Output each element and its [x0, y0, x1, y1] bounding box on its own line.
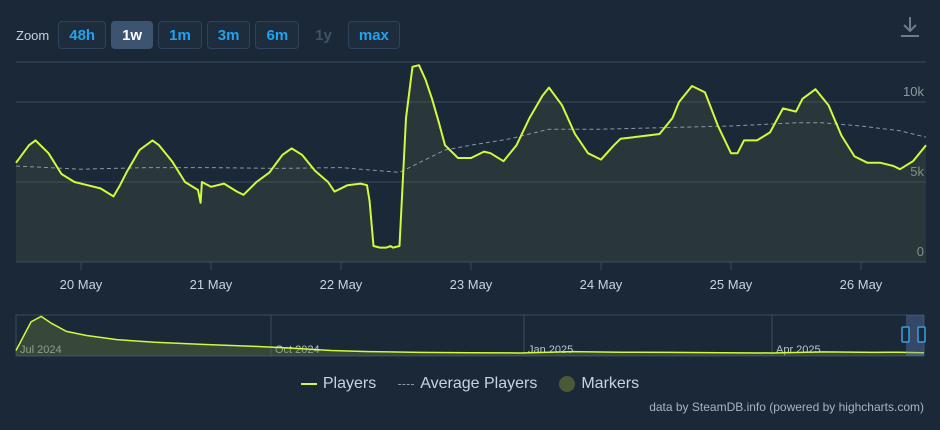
- legend-item-players[interactable]: Players: [300, 375, 377, 393]
- y-tick-label: 5k: [910, 164, 924, 179]
- navigator-handle-right[interactable]: [917, 326, 926, 343]
- navigator-line: [15, 315, 925, 354]
- players-line-swatch: [300, 383, 317, 385]
- average-players-line: [15, 122, 927, 173]
- average-line-swatch: [398, 383, 415, 385]
- legend-markers-label: Markers: [581, 375, 640, 392]
- y-tick-label: 10k: [903, 84, 924, 99]
- chart: 0 5k 10k 20 May 21 May 22 May 23 May 24 May 25 …: [15, 61, 927, 357]
- navigator-selection: [906, 315, 924, 356]
- zoom-bar: Zoom 48h 1w 1m 3m 6m 1y max: [16, 20, 400, 50]
- legend-average-label: Average Players: [420, 375, 538, 392]
- legend-players-label: Players: [322, 375, 377, 392]
- x-tick-label: 22 May: [320, 277, 363, 292]
- zoom-button-1m[interactable]: 1m: [158, 21, 202, 49]
- zoom-button-3m[interactable]: 3m: [206, 21, 251, 49]
- navigator-handle-left[interactable]: [901, 326, 910, 343]
- y-axis-ticks: 0 5k 10k: [903, 84, 924, 259]
- zoom-button-48h[interactable]: 48h: [58, 21, 107, 49]
- download-icon[interactable]: [898, 14, 922, 40]
- zoom-button-1w[interactable]: 1w: [111, 21, 154, 49]
- credits[interactable]: data by SteamDB.info (powered by highcha…: [649, 400, 924, 414]
- legend: Players Average Players Markers: [0, 372, 940, 396]
- x-tick-label: 25 May: [710, 277, 753, 292]
- x-tick-label: 26 May: [840, 277, 883, 292]
- zoom-button-max[interactable]: max: [347, 21, 400, 49]
- players-line: [15, 64, 927, 249]
- navigator-tick-label: Oct 2024: [275, 344, 320, 356]
- legend-item-markers[interactable]: Markers: [559, 375, 639, 393]
- x-tick-label: 24 May: [580, 277, 623, 292]
- navigator-tick-label: Jul 2024: [20, 344, 62, 356]
- players-area: [16, 65, 926, 262]
- x-tick-label: 20 May: [60, 277, 103, 292]
- zoom-button-6m[interactable]: 6m: [255, 21, 300, 49]
- legend-item-average[interactable]: Average Players: [398, 375, 537, 393]
- series-group: [15, 64, 927, 262]
- markers-dot-swatch: [559, 376, 576, 392]
- y-tick-label: 0: [917, 244, 924, 259]
- zoom-buttons: 48h 1w 1m 3m 6m 1y max: [58, 21, 400, 49]
- x-tick-label: 21 May: [190, 277, 233, 292]
- x-tick-label: 23 May: [450, 277, 493, 292]
- zoom-button-1y: 1y: [315, 26, 332, 44]
- x-axis-ticks: 20 May 21 May 22 May 23 May 24 May 25 May 26 M…: [60, 262, 883, 292]
- zoom-label: Zoom: [16, 27, 50, 43]
